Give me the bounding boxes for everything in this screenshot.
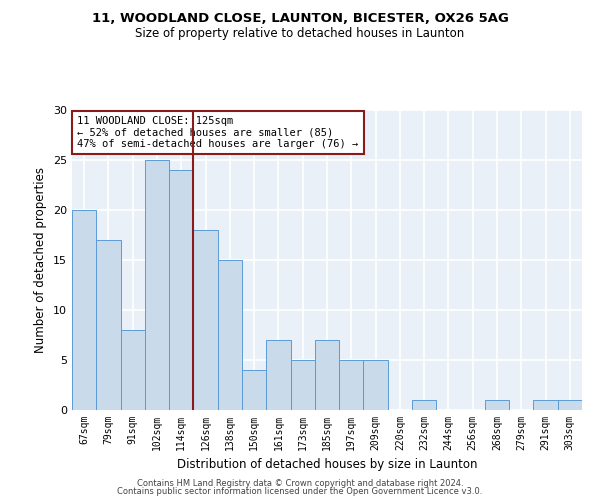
- Text: 11 WOODLAND CLOSE: 125sqm
← 52% of detached houses are smaller (85)
47% of semi-: 11 WOODLAND CLOSE: 125sqm ← 52% of detac…: [77, 116, 358, 149]
- Bar: [169, 170, 193, 410]
- Bar: [558, 400, 582, 410]
- Bar: [218, 260, 242, 410]
- Bar: [242, 370, 266, 410]
- Bar: [290, 360, 315, 410]
- Bar: [339, 360, 364, 410]
- Bar: [412, 400, 436, 410]
- Y-axis label: Number of detached properties: Number of detached properties: [34, 167, 47, 353]
- Bar: [121, 330, 145, 410]
- Bar: [315, 340, 339, 410]
- Text: Contains HM Land Registry data © Crown copyright and database right 2024.: Contains HM Land Registry data © Crown c…: [137, 478, 463, 488]
- Bar: [145, 160, 169, 410]
- Bar: [72, 210, 96, 410]
- Text: 11, WOODLAND CLOSE, LAUNTON, BICESTER, OX26 5AG: 11, WOODLAND CLOSE, LAUNTON, BICESTER, O…: [92, 12, 508, 26]
- Bar: [193, 230, 218, 410]
- Text: Contains public sector information licensed under the Open Government Licence v3: Contains public sector information licen…: [118, 487, 482, 496]
- Bar: [266, 340, 290, 410]
- Bar: [485, 400, 509, 410]
- Bar: [96, 240, 121, 410]
- Bar: [533, 400, 558, 410]
- Text: Size of property relative to detached houses in Launton: Size of property relative to detached ho…: [136, 28, 464, 40]
- X-axis label: Distribution of detached houses by size in Launton: Distribution of detached houses by size …: [177, 458, 477, 471]
- Bar: [364, 360, 388, 410]
